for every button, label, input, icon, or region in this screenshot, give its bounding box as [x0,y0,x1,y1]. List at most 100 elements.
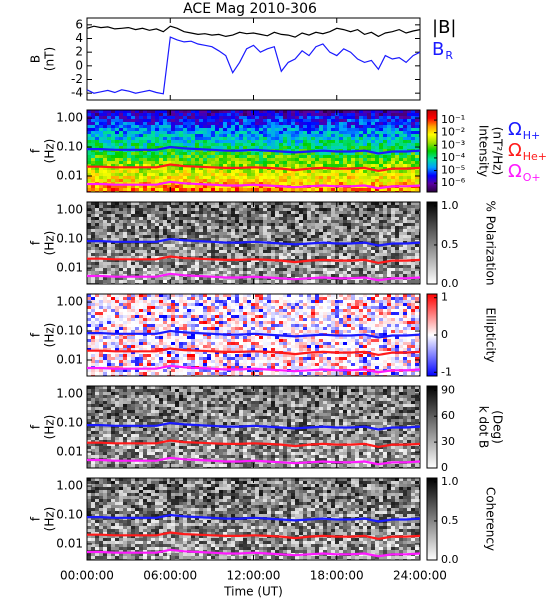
spectrogram-cell [203,250,207,253]
spectrogram-cell [223,268,227,271]
spectrogram-cell [235,155,239,158]
spectrogram-cell [395,262,399,265]
spectrogram-cell [303,122,307,125]
spectrogram-cell [279,205,283,208]
spectrogram-cell [367,143,371,146]
spectrogram-cell [191,155,195,158]
spectrogram-cell [399,125,403,128]
spectrogram-cell [315,146,319,149]
spectrogram-cell [107,185,111,188]
spectrogram-cell [347,143,351,146]
spectrogram-cell [407,232,411,235]
spectrogram-cell [343,161,347,164]
spectrogram-cell [135,119,139,122]
spectrogram-cell [119,277,123,280]
spectrogram-cell [127,137,131,140]
spectrogram-cell [335,164,339,167]
spectrogram-cell [335,173,339,176]
spectrogram-cell [167,152,171,155]
spectrogram-cell [211,185,215,188]
spectrogram-cell [411,164,415,167]
spectrogram-cell [163,185,167,188]
spectrogram-cell [283,274,287,277]
spectrogram-cell [91,131,95,134]
spectrogram-cell [203,297,207,300]
spectrogram-cell [363,131,367,134]
spectrogram-cell [151,116,155,119]
spectrogram-cell [311,110,315,113]
spectrogram-cell [263,265,267,268]
spectrogram-cell [339,140,343,143]
spectrogram-cell [327,223,331,226]
spectrogram-cell [231,179,235,182]
spectrogram-cell [187,244,191,247]
spectrogram-cell [159,265,163,268]
spectrogram-cell [147,128,151,131]
spectrogram-cell [315,128,319,131]
spectrogram-cell [95,271,99,274]
spectrogram-cell [87,244,91,247]
spectrogram-cell [131,250,135,253]
spectrogram-cell [267,265,271,268]
spectrogram-cell [267,220,271,223]
spectrogram-cell [279,202,283,205]
spectrogram-cell [323,134,327,137]
spectrogram-cell [379,188,383,191]
spectrogram-cell [151,220,155,223]
spectrogram-cell [323,214,327,217]
spectrogram-cell [99,256,103,259]
spectrogram-cell [359,143,363,146]
spectrogram-cell [215,134,219,137]
spectrogram-cell [355,176,359,179]
spectrogram-cell [343,158,347,161]
spectrogram-cell [151,253,155,256]
spectrogram-cell [123,247,127,250]
spectrogram-cell [195,297,199,300]
spectrogram-cell [339,250,343,253]
spectrogram-cell [147,140,151,143]
spectrogram-cell [299,223,303,226]
spectrogram-cell [327,217,331,220]
spectrogram-cell [155,170,159,173]
spectrogram-cell [275,280,279,283]
spectrogram-cell [123,122,127,125]
spectrogram-cell [163,134,167,137]
spectrogram-cell [235,125,239,128]
spectrogram-cell [119,182,123,185]
spectrogram-cell [259,188,263,191]
spectrogram-cell [287,250,291,253]
spectrogram-cell [371,125,375,128]
spectrogram-cell [259,274,263,277]
spectrogram-cell [275,161,279,164]
spectrogram-cell [283,137,287,140]
spectrogram-cell [187,128,191,131]
spectrogram-cell [355,214,359,217]
spectrogram-cell [171,241,175,244]
spectrogram-cell [315,188,319,191]
spectrogram-cell [227,137,231,140]
spectrogram-cell [251,259,255,262]
spectrogram-cell [391,182,395,185]
spectrogram-cell [295,259,299,262]
spectrogram-cell [95,250,99,253]
spectrogram-cell [119,113,123,116]
spectrogram-cell [359,137,363,140]
spectrogram-cell [143,122,147,125]
spectrogram-cell [151,170,155,173]
spectrogram-cell [323,297,327,300]
spectrogram-cell [375,294,379,297]
spectrogram-cell [123,161,127,164]
spectrogram-cell [171,158,175,161]
spectrogram-cell [295,280,299,283]
spectrogram-cell [127,244,131,247]
spectrogram-cell [207,211,211,214]
spectrogram-cell [411,217,415,220]
spectrogram-cell [131,259,135,262]
spectrogram-cell [283,122,287,125]
spectrogram-cell [407,274,411,277]
spectrogram-cell [155,128,159,131]
spectrogram-cell [183,277,187,280]
spectrogram-cell [415,182,419,185]
spectrogram-cell [191,125,195,128]
spectrogram-cell [131,223,135,226]
